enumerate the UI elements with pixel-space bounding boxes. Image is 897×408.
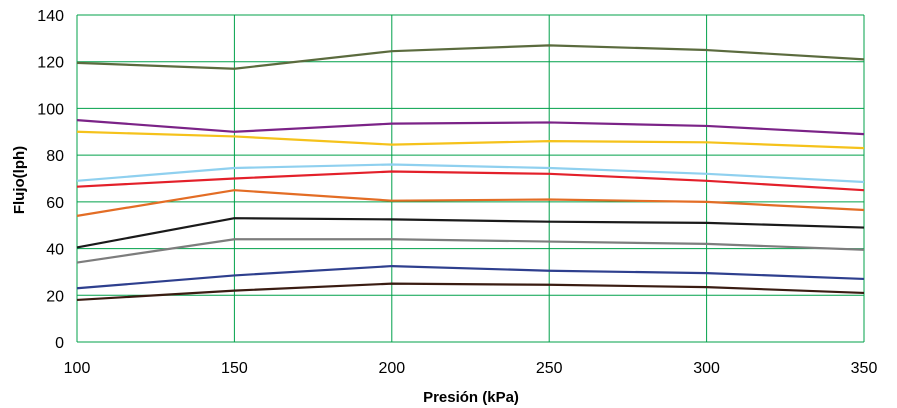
series-line-10 bbox=[76, 282, 865, 302]
series-line-5 bbox=[76, 170, 865, 192]
y-tick-label: 40 bbox=[46, 242, 64, 259]
series-line-1 bbox=[76, 44, 865, 70]
series-line-4 bbox=[76, 163, 865, 184]
y-tick-label: 60 bbox=[46, 195, 64, 212]
series-line-8 bbox=[76, 238, 865, 264]
y-axis-title: Flujo(lph) bbox=[11, 146, 28, 214]
x-tick-label: 300 bbox=[693, 360, 720, 377]
y-tick-label: 120 bbox=[37, 55, 64, 72]
x-tick-label: 250 bbox=[536, 360, 563, 377]
x-tick-labels: 100 150 200 250 300 350 bbox=[64, 360, 878, 377]
series-line-3 bbox=[76, 130, 865, 150]
grid bbox=[76, 14, 865, 343]
series-line-6 bbox=[76, 189, 865, 217]
series-group bbox=[76, 44, 865, 302]
y-tick-label: 0 bbox=[55, 335, 64, 352]
x-axis-title: Presión (kPa) bbox=[423, 389, 519, 406]
series-line-2 bbox=[76, 119, 865, 136]
series-line-7 bbox=[76, 217, 865, 249]
series-line-9 bbox=[76, 264, 865, 290]
y-tick-label: 100 bbox=[37, 101, 64, 118]
x-tick-label: 100 bbox=[64, 360, 91, 377]
y-tick-label: 20 bbox=[46, 288, 64, 305]
x-tick-label: 200 bbox=[378, 360, 405, 377]
y-tick-label: 80 bbox=[46, 148, 64, 165]
y-tick-label: 140 bbox=[37, 8, 64, 25]
x-tick-label: 150 bbox=[221, 360, 248, 377]
y-tick-labels: 0 20 40 60 80 100 120 140 bbox=[37, 8, 64, 352]
x-tick-label: 350 bbox=[851, 360, 878, 377]
